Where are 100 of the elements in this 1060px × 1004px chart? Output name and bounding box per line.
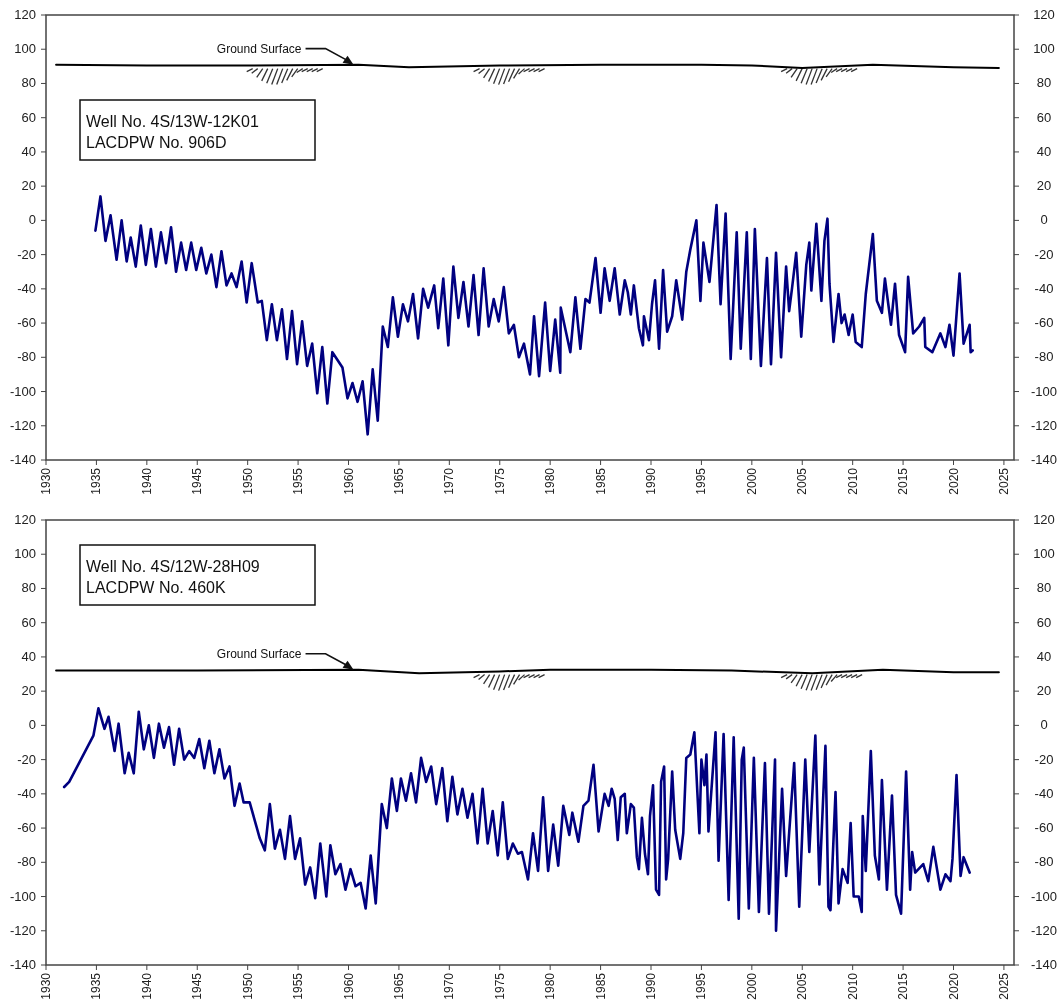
x-tick-label: 1980 bbox=[543, 467, 558, 495]
x-tick-label: 1960 bbox=[341, 467, 356, 495]
x-tick-label: 1930 bbox=[39, 467, 53, 495]
annotation: Ground Surface bbox=[216, 646, 302, 661]
x-tick-label: 1990 bbox=[644, 972, 658, 1000]
y-tick-label: 80 bbox=[21, 580, 36, 596]
y2-tick-label: -80 bbox=[1034, 854, 1054, 870]
y-tick-label: 20 bbox=[21, 683, 36, 699]
line-series bbox=[62, 706, 971, 933]
y2-tick-label: 120 bbox=[1033, 7, 1055, 22]
y2-tick-label: -40 bbox=[1034, 785, 1054, 801]
annotation: Well No. 4S/13W-12K01 bbox=[86, 113, 259, 130]
y2-tick-label: -20 bbox=[1034, 751, 1054, 767]
y2-tick-label: -100 bbox=[1030, 888, 1058, 904]
y2-tick-label: 0 bbox=[1040, 717, 1048, 733]
annotation: LACDPW No. 460K bbox=[86, 579, 226, 596]
y2-tick-label: -140 bbox=[1030, 452, 1058, 467]
y2-tick-label: 60 bbox=[1036, 614, 1052, 630]
y-tick-label: -120 bbox=[9, 922, 36, 938]
y-tick-label: 100 bbox=[14, 41, 36, 57]
y2-tick-label: -140 bbox=[1030, 957, 1058, 972]
y2-tick-label: -60 bbox=[1034, 315, 1054, 331]
y-tick-label: 120 bbox=[14, 512, 36, 527]
y2-tick-label: 100 bbox=[1033, 546, 1055, 562]
x-tick-label: 1950 bbox=[240, 972, 255, 1000]
x-tick-label: 2005 bbox=[795, 467, 810, 495]
x-tick-label: 2015 bbox=[896, 972, 911, 1000]
y2-tick-label: 80 bbox=[1036, 580, 1052, 596]
y-tick-label: -80 bbox=[17, 854, 36, 870]
x-tick-label: 1985 bbox=[593, 467, 608, 495]
y-tick-label: 60 bbox=[21, 109, 36, 125]
y-tick-label: -40 bbox=[17, 785, 36, 801]
y2-tick-label: 20 bbox=[1036, 178, 1052, 194]
y-tick-label: 100 bbox=[14, 546, 36, 562]
y-tick-label: 40 bbox=[21, 648, 36, 664]
x-tick-label: 1985 bbox=[593, 972, 608, 1000]
y2-tick-label: -120 bbox=[1030, 417, 1058, 433]
x-tick-label: 1945 bbox=[190, 972, 205, 1000]
y2-tick-label: 120 bbox=[1033, 512, 1055, 527]
x-tick-label: 1945 bbox=[190, 467, 205, 495]
y-tick-label: 20 bbox=[21, 178, 36, 194]
y-tick-label: -20 bbox=[17, 751, 36, 767]
x-tick-label: 2010 bbox=[845, 467, 860, 495]
annotation: LACDPW No. 906D bbox=[86, 134, 227, 151]
y-tick-label: -80 bbox=[17, 349, 36, 365]
x-tick-label: 1940 bbox=[139, 467, 154, 495]
x-tick-label: 1965 bbox=[391, 972, 406, 1000]
y-tick-label: -100 bbox=[9, 383, 36, 399]
x-tick-label: 1990 bbox=[644, 467, 658, 495]
x-tick-label: 1935 bbox=[89, 972, 104, 1000]
x-tick-label: 1995 bbox=[694, 467, 709, 495]
y2-tick-label: -40 bbox=[1034, 280, 1054, 296]
y-tick-label: -20 bbox=[17, 246, 36, 262]
x-tick-label: 1930 bbox=[39, 972, 53, 1000]
y-tick-label: -60 bbox=[17, 315, 36, 331]
x-tick-label: 2005 bbox=[795, 972, 810, 1000]
y-tick-label: 0 bbox=[28, 212, 36, 228]
y2-tick-label: 40 bbox=[1036, 648, 1052, 664]
x-tick-label: 2000 bbox=[744, 972, 759, 1000]
x-tick-label: 1970 bbox=[442, 467, 457, 495]
x-tick-label: 2000 bbox=[744, 467, 759, 495]
y-tick-label: -140 bbox=[9, 957, 36, 972]
annotation: Well No. 4S/12W-28H09 bbox=[86, 558, 260, 575]
x-tick-label: 1970 bbox=[442, 972, 457, 1000]
x-tick-label: 2020 bbox=[946, 972, 961, 1000]
x-tick-label: 1960 bbox=[341, 972, 356, 1000]
y-tick-label: -120 bbox=[9, 417, 36, 433]
x-tick-label: 2010 bbox=[845, 972, 860, 1000]
y-tick-label: 80 bbox=[21, 75, 36, 91]
x-tick-label: 1935 bbox=[89, 467, 104, 495]
x-tick-label: 1940 bbox=[139, 972, 154, 1000]
x-tick-label: 2015 bbox=[896, 467, 911, 495]
y-tick-label: -60 bbox=[17, 820, 36, 836]
y2-tick-label: 0 bbox=[1040, 212, 1048, 228]
y2-tick-label: 20 bbox=[1036, 683, 1052, 699]
y2-tick-label: 80 bbox=[1036, 75, 1052, 91]
x-tick-label: 1965 bbox=[391, 467, 406, 495]
x-tick-label: 2025 bbox=[996, 467, 1011, 495]
y2-tick-label: -120 bbox=[1030, 922, 1058, 938]
y2-tick-label: -60 bbox=[1034, 820, 1054, 836]
line-series bbox=[94, 195, 974, 436]
y-tick-label: 60 bbox=[21, 614, 36, 630]
x-tick-label: 1980 bbox=[543, 972, 558, 1000]
y2-tick-label: 40 bbox=[1036, 143, 1052, 159]
y2-tick-label: 60 bbox=[1036, 109, 1052, 125]
annotation: Ground Surface bbox=[216, 41, 302, 56]
y-tick-label: -140 bbox=[9, 452, 36, 467]
x-tick-label: 1955 bbox=[291, 972, 306, 1000]
y-tick-label: -40 bbox=[17, 280, 36, 296]
x-tick-label: 2020 bbox=[946, 467, 961, 495]
y2-tick-label: -100 bbox=[1030, 383, 1058, 399]
y-tick-label: 40 bbox=[21, 143, 36, 159]
y2-tick-label: -80 bbox=[1034, 349, 1054, 365]
x-tick-label: 1975 bbox=[492, 467, 507, 495]
y2-tick-label: -20 bbox=[1034, 246, 1054, 262]
y-tick-label: 0 bbox=[28, 717, 36, 733]
x-tick-label: 1995 bbox=[694, 972, 709, 1000]
y2-tick-label: 100 bbox=[1033, 41, 1055, 57]
x-tick-label: 1950 bbox=[240, 467, 255, 495]
y-tick-label: 120 bbox=[14, 7, 36, 22]
